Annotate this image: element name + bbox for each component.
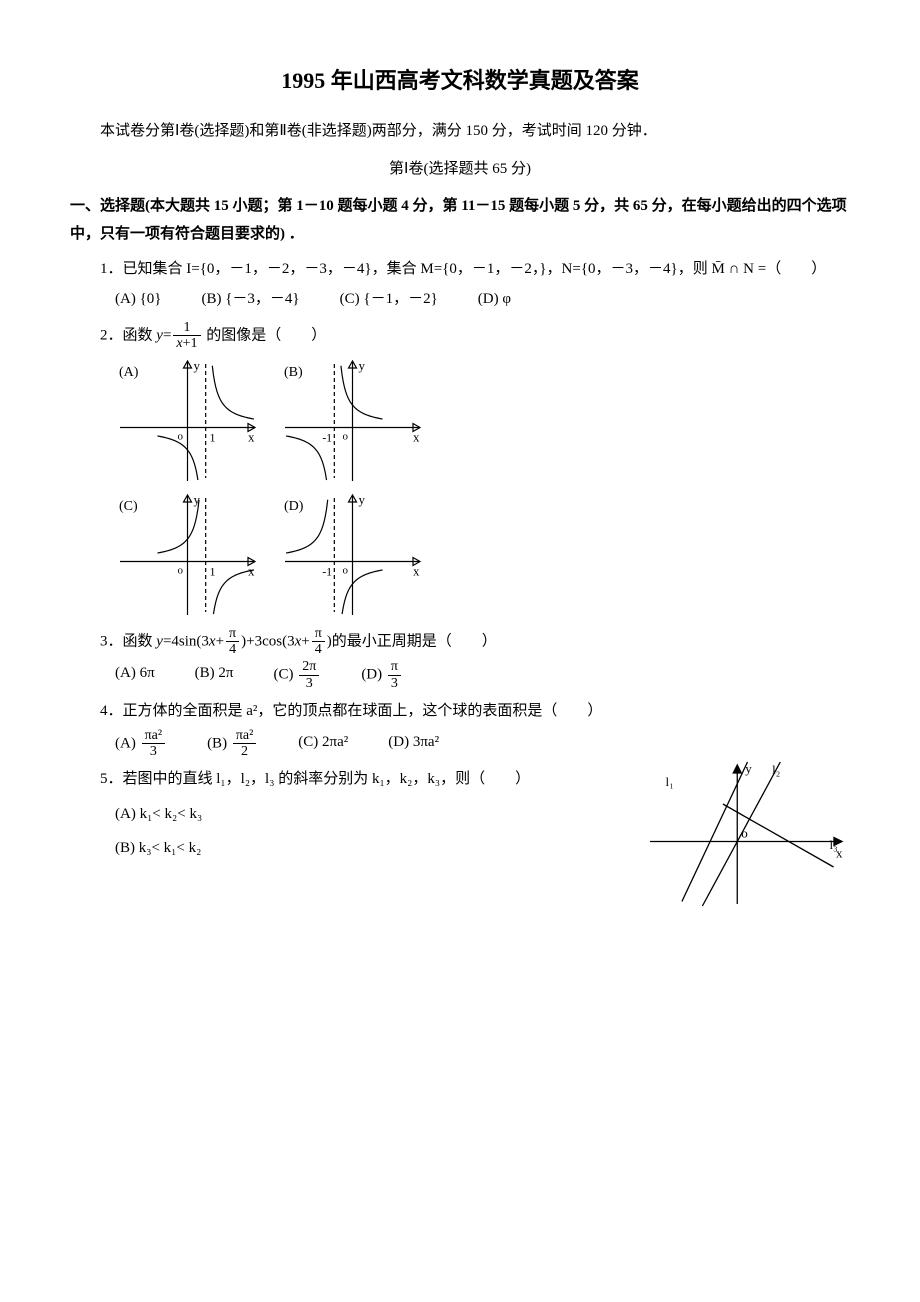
q4-opt-c: (C) 2πa²: [298, 728, 348, 760]
q1-opt-d: (D) φ: [478, 285, 511, 314]
q2-frac-num: 1: [173, 320, 200, 336]
q3-lead: 3．函数: [100, 633, 156, 649]
q2-graphs-row2: (C) x y o 1 (D) x y o -1: [115, 490, 850, 620]
q3-c: )+3cos(3: [241, 633, 294, 649]
q4-opt-d: (D) 3πa²: [388, 728, 439, 760]
q3-b: +: [216, 633, 224, 649]
q5-graph: xyol₁l₂l₃: [645, 759, 850, 909]
question-4: 4．正方体的全面积是 a²，它的顶点都在球面上，这个球的表面积是（ ）: [100, 697, 850, 726]
question-3: 3．函数 y=4sin(3x+π4)+3cos(3x+π4)的最小正周期是（ ）: [100, 626, 850, 658]
svg-text:x: x: [248, 429, 255, 444]
q2-label-a: (A): [119, 360, 138, 387]
q2-lead: 2．函数: [100, 327, 156, 343]
svg-text:o: o: [178, 564, 184, 576]
section-1-heading: 一、选择题(本大题共 15 小题；第 1－10 题每小题 4 分，第 11－15…: [70, 192, 850, 249]
q3-e: )的最小正周期是（ ）: [327, 633, 497, 649]
q2-graph-c: (C) xyo1: [115, 490, 260, 620]
question-3-options: (A) 6π (B) 2π (C) 2π3 (D) π3: [115, 659, 850, 691]
q2-graph-a: (A) x y o 1: [115, 356, 260, 486]
question-4-options: (A) πa²3 (B) πa²2 (C) 2πa² (D) 3πa²: [115, 728, 850, 760]
q2-fraction: 1x+1: [173, 320, 200, 352]
svg-text:y: y: [359, 492, 366, 507]
question-2: 2．函数 y=1x+1 的图像是（ ）: [100, 320, 850, 352]
q1-opt-b: (B) {－3，－4}: [201, 285, 299, 314]
q2-label-b: (B): [284, 360, 303, 387]
svg-text:y: y: [359, 358, 366, 373]
question-5: 5．若图中的直线 l₁，l₂，l₃ 的斜率分别为 k₁，k₂，k₃，则（ ）: [100, 765, 645, 794]
question-1-text: 1．已知集合 I={0，－1，－2，－3，－4}，集合 M={0，－1，－2，}…: [100, 261, 826, 277]
q5-svg: xyol₁l₂l₃: [645, 759, 850, 909]
q4-opt-a: (A) πa²3: [115, 728, 167, 760]
section-1-title: 第Ⅰ卷(选择题共 65 分): [70, 155, 850, 184]
question-5-row: 5．若图中的直线 l₁，l₂，l₃ 的斜率分别为 k₁，k₂，k₃，则（ ） (…: [70, 759, 850, 909]
svg-text:l₁: l₁: [666, 774, 674, 789]
q1-opt-c: (C) {－1，－2}: [340, 285, 438, 314]
svg-text:-1: -1: [322, 430, 332, 444]
q3-opt-a: (A) 6π: [115, 659, 155, 691]
q5-opt-b: (B) k₃< k₁< k₂: [115, 834, 645, 863]
q3-frac2: π4: [312, 626, 325, 658]
q3-a: =4sin(3: [163, 633, 209, 649]
q3-opt-b: (B) 2π: [195, 659, 234, 691]
page-title: 1995 年山西高考文科数学真题及答案: [70, 60, 850, 102]
svg-text:o: o: [343, 430, 349, 442]
svg-text:1: 1: [210, 430, 216, 444]
q4-opt-b: (B) πa²2: [207, 728, 258, 760]
q2-frac-den: x+1: [173, 336, 200, 351]
svg-text:y: y: [194, 358, 201, 373]
svg-text:x: x: [413, 429, 420, 444]
svg-text:y: y: [194, 492, 201, 507]
svg-text:x: x: [413, 563, 420, 578]
svg-text:-1: -1: [322, 564, 332, 578]
intro-paragraph: 本试卷分第Ⅰ卷(选择题)和第Ⅱ卷(非选择题)两部分，满分 150 分，考试时间 …: [70, 117, 850, 146]
question-1: 1．已知集合 I={0，－1，－2，－3，－4}，集合 M={0，－1，－2，}…: [100, 255, 850, 284]
q2-label-c: (C): [119, 494, 138, 521]
q2-label-d: (D): [284, 494, 303, 521]
q1-opt-a: (A) {0}: [115, 285, 161, 314]
svg-text:o: o: [343, 564, 349, 576]
svg-text:o: o: [178, 430, 184, 442]
q2-graph-d: (D) x y o -1: [280, 490, 425, 620]
svg-text:1: 1: [210, 564, 216, 578]
q2-graph-b: (B) x y o -1: [280, 356, 425, 486]
q3-opt-c: (C) 2π3: [273, 659, 321, 691]
question-1-options: (A) {0} (B) {－3，－4} (C) {－1，－2} (D) φ: [115, 285, 850, 314]
svg-text:l₂: l₂: [772, 762, 780, 777]
q5-opt-a: (A) k₁< k₂< k₃: [115, 800, 645, 829]
q3-frac1: π4: [226, 626, 239, 658]
q3-d: +: [301, 633, 309, 649]
q2-graphs-row1: (A) x y o 1 (B) x y o -1: [115, 356, 850, 486]
svg-text:l₃: l₃: [830, 837, 838, 852]
q2-mid: 的图像是（ ）: [203, 327, 327, 343]
q3-opt-d: (D) π3: [361, 659, 403, 691]
